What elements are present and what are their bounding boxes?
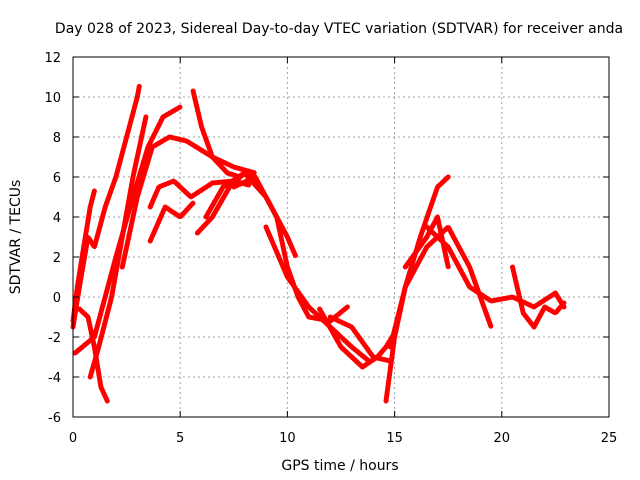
x-tick-label: 0 — [69, 431, 77, 446]
y-tick-label: 12 — [44, 51, 61, 66]
series-sat-h — [147, 200, 196, 244]
y-tick-label: -6 — [48, 411, 61, 426]
y-tick-label: 10 — [44, 91, 61, 106]
y-tick-label: 8 — [53, 131, 61, 146]
series-sat-m — [263, 224, 372, 364]
series-sat-b — [70, 188, 97, 324]
x-tick-label: 5 — [176, 431, 184, 446]
series-sat-e — [72, 104, 183, 356]
series-sat-p — [383, 174, 451, 404]
x-axis-label: GPS time / hours — [281, 458, 398, 474]
y-tick-label: -2 — [48, 331, 61, 346]
y-tick-label: 2 — [53, 251, 61, 266]
x-tick-label: 20 — [494, 431, 511, 446]
series-sat-c — [76, 306, 110, 404]
series-sat-f — [119, 134, 258, 270]
y-tick-label: 4 — [53, 211, 61, 226]
x-tick-label: 15 — [386, 431, 403, 446]
y-tick-label: 0 — [53, 291, 61, 306]
y-tick-label: -4 — [48, 371, 61, 386]
plot-frame — [72, 56, 610, 418]
series-sat-d — [87, 114, 149, 380]
x-tick-label: 10 — [279, 431, 296, 446]
x-tick-label: 25 — [601, 431, 618, 446]
series-sat-n — [317, 306, 398, 370]
series-sat-s — [424, 224, 567, 310]
series-sat-k — [203, 170, 299, 260]
series-sat-q — [387, 224, 494, 350]
series-sat-t — [510, 264, 567, 330]
series-sat-o — [327, 314, 393, 364]
data-series — [70, 82, 567, 404]
chart-title: Day 028 of 2023, Sidereal Day-to-day VTE… — [55, 21, 623, 37]
y-tick-label: 6 — [53, 171, 61, 186]
series-sat-i — [190, 88, 243, 180]
axis-ticks: 0 5 10 15 20 25 -6 -4 -2 0 2 4 6 8 10 12 — [44, 51, 617, 446]
y-axis-label: SDTVAR / TECUs — [8, 180, 24, 295]
